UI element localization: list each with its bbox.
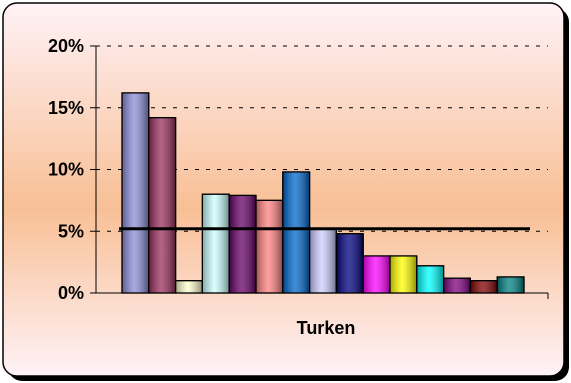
bar-shade <box>255 199 284 294</box>
bar <box>443 277 472 294</box>
y-tick-label: 20% <box>48 36 84 56</box>
bar-shade <box>469 280 498 294</box>
bar-shade <box>201 193 230 294</box>
bar-shade <box>282 171 311 294</box>
bar-shade <box>389 255 418 294</box>
bar <box>309 228 338 294</box>
bar-shade <box>121 92 150 294</box>
bar-shade <box>496 276 525 294</box>
bar-shade <box>362 255 391 294</box>
bar <box>335 233 364 294</box>
y-tick-label: 10% <box>48 160 84 180</box>
bars <box>121 92 525 294</box>
bar-shade <box>443 277 472 294</box>
y-tick-label: 15% <box>48 98 84 118</box>
y-tick-label: 5% <box>58 221 84 241</box>
y-axis: 0% 5% 10% 15% 20% <box>48 36 549 303</box>
bar-shade <box>416 265 445 294</box>
bar <box>148 117 177 294</box>
bar <box>175 280 204 294</box>
y-tick-label: 0% <box>58 283 84 303</box>
bar <box>255 199 284 294</box>
bar <box>469 280 498 294</box>
bar <box>282 171 311 294</box>
x-axis-label: Turken <box>297 318 356 338</box>
bar-shade <box>309 228 338 294</box>
gridlines <box>96 45 548 232</box>
bar <box>389 255 418 294</box>
bar <box>121 92 150 294</box>
bar-shade <box>175 280 204 294</box>
bar <box>201 193 230 294</box>
bar <box>496 276 525 294</box>
bar <box>228 194 257 294</box>
bar-shade <box>335 233 364 294</box>
bar-shade <box>148 117 177 294</box>
bar <box>416 265 445 294</box>
bar <box>362 255 391 294</box>
bar-shade <box>228 194 257 294</box>
